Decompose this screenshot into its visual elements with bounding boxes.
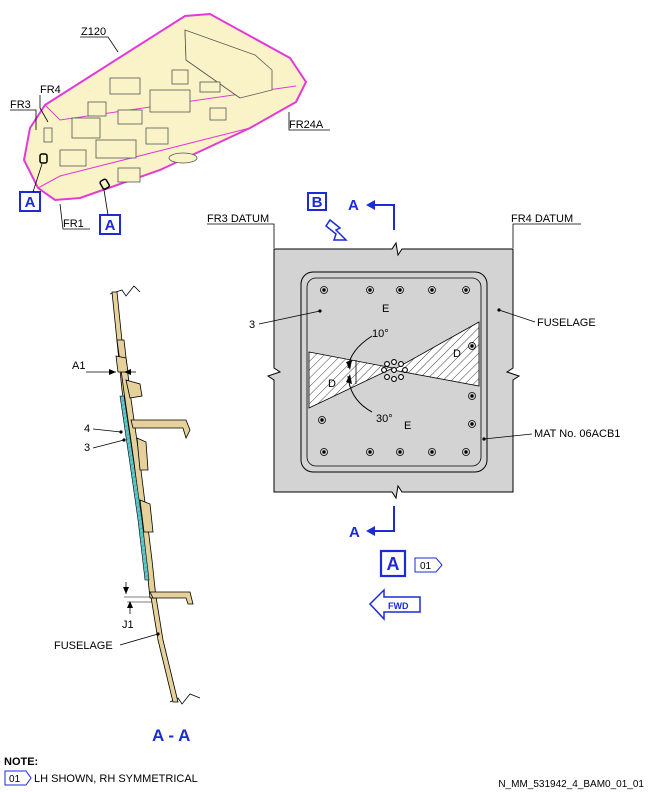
zone-e-top: E	[382, 303, 389, 315]
zone-d-right-label: D	[453, 348, 461, 360]
section-item-3-label: 3	[84, 442, 90, 454]
note-heading: NOTE:	[4, 756, 38, 768]
section-item-4-label: 4	[84, 423, 90, 435]
dim-a1-label: A1	[72, 360, 85, 372]
fr3-datum-label: FR3 DATUM	[207, 213, 269, 225]
frame-label-fr3: FR3	[10, 99, 31, 111]
frame-label-fr4: FR4	[40, 84, 61, 96]
fuselage-label: FUSELAGE	[537, 317, 596, 329]
item-3-label: 3	[249, 319, 255, 331]
center-fastener-cluster	[381, 359, 408, 382]
fwd-arrow: FWD	[368, 588, 421, 621]
location-marker-1	[39, 153, 48, 164]
aircraft-zone-view: Z120 FR4 FR3 FR24A FR1 A A	[10, 12, 330, 235]
fastener-holes	[318, 286, 476, 456]
drawing-id: N_MM_531942_4_BAM0_01_01	[498, 779, 644, 790]
section-arrow-bottom: A	[349, 506, 395, 541]
doubler-section	[116, 339, 157, 599]
section-fuselage-label: FUSELAGE	[54, 640, 113, 652]
frame-label-fr1: FR1	[63, 218, 84, 230]
zone-label: Z120	[81, 26, 106, 38]
dim-j1-label: J1	[122, 619, 134, 631]
view-label-a: A	[379, 549, 407, 578]
zone-e-bottom: E	[404, 420, 411, 432]
svg-text:FWD: FWD	[388, 601, 409, 611]
section-view-a-a: A1 4 3 J1 FUSELAGE A - A	[54, 285, 201, 745]
detail-view: FR3 DATUM FR4 DATUM	[207, 192, 620, 621]
view-marker-a-left[interactable]: A	[19, 163, 43, 212]
svg-text:A: A	[105, 217, 116, 234]
equipment-sketch	[43, 29, 273, 183]
note-ref-tag	[4, 770, 32, 786]
angle-bottom-label: 30°	[376, 413, 393, 425]
svg-text:B: B	[312, 194, 323, 211]
note-ref: 01	[9, 774, 21, 785]
location-marker-2	[99, 178, 110, 190]
bond-layer	[119, 395, 150, 581]
zone-d-left-label: D	[328, 378, 336, 390]
mat-no-label: MAT No. 06ACB1	[534, 428, 620, 440]
notes-block: NOTE: 01 LH SHOWN, RH SYMMETRICAL	[4, 756, 198, 786]
angle-top-label: 10°	[372, 328, 389, 340]
section-title: A - A	[152, 726, 190, 745]
section-arrow-top: A	[348, 197, 395, 230]
svg-text:A: A	[348, 197, 359, 214]
frame-label-fr24a: FR24A	[289, 119, 324, 131]
svg-text:A: A	[25, 194, 36, 211]
svg-text:A: A	[349, 524, 360, 541]
zone-d-right	[391, 321, 480, 387]
svg-text:A: A	[387, 554, 400, 574]
svg-text:01: 01	[420, 561, 432, 572]
view-b-marker[interactable]: B	[307, 192, 348, 241]
view-marker-a-right[interactable]: A	[99, 189, 121, 235]
effectivity-ref-tag: 01	[414, 557, 443, 573]
note-text: LH SHOWN, RH SYMMETRICAL	[34, 773, 198, 785]
fr4-datum-label: FR4 DATUM	[511, 213, 573, 225]
